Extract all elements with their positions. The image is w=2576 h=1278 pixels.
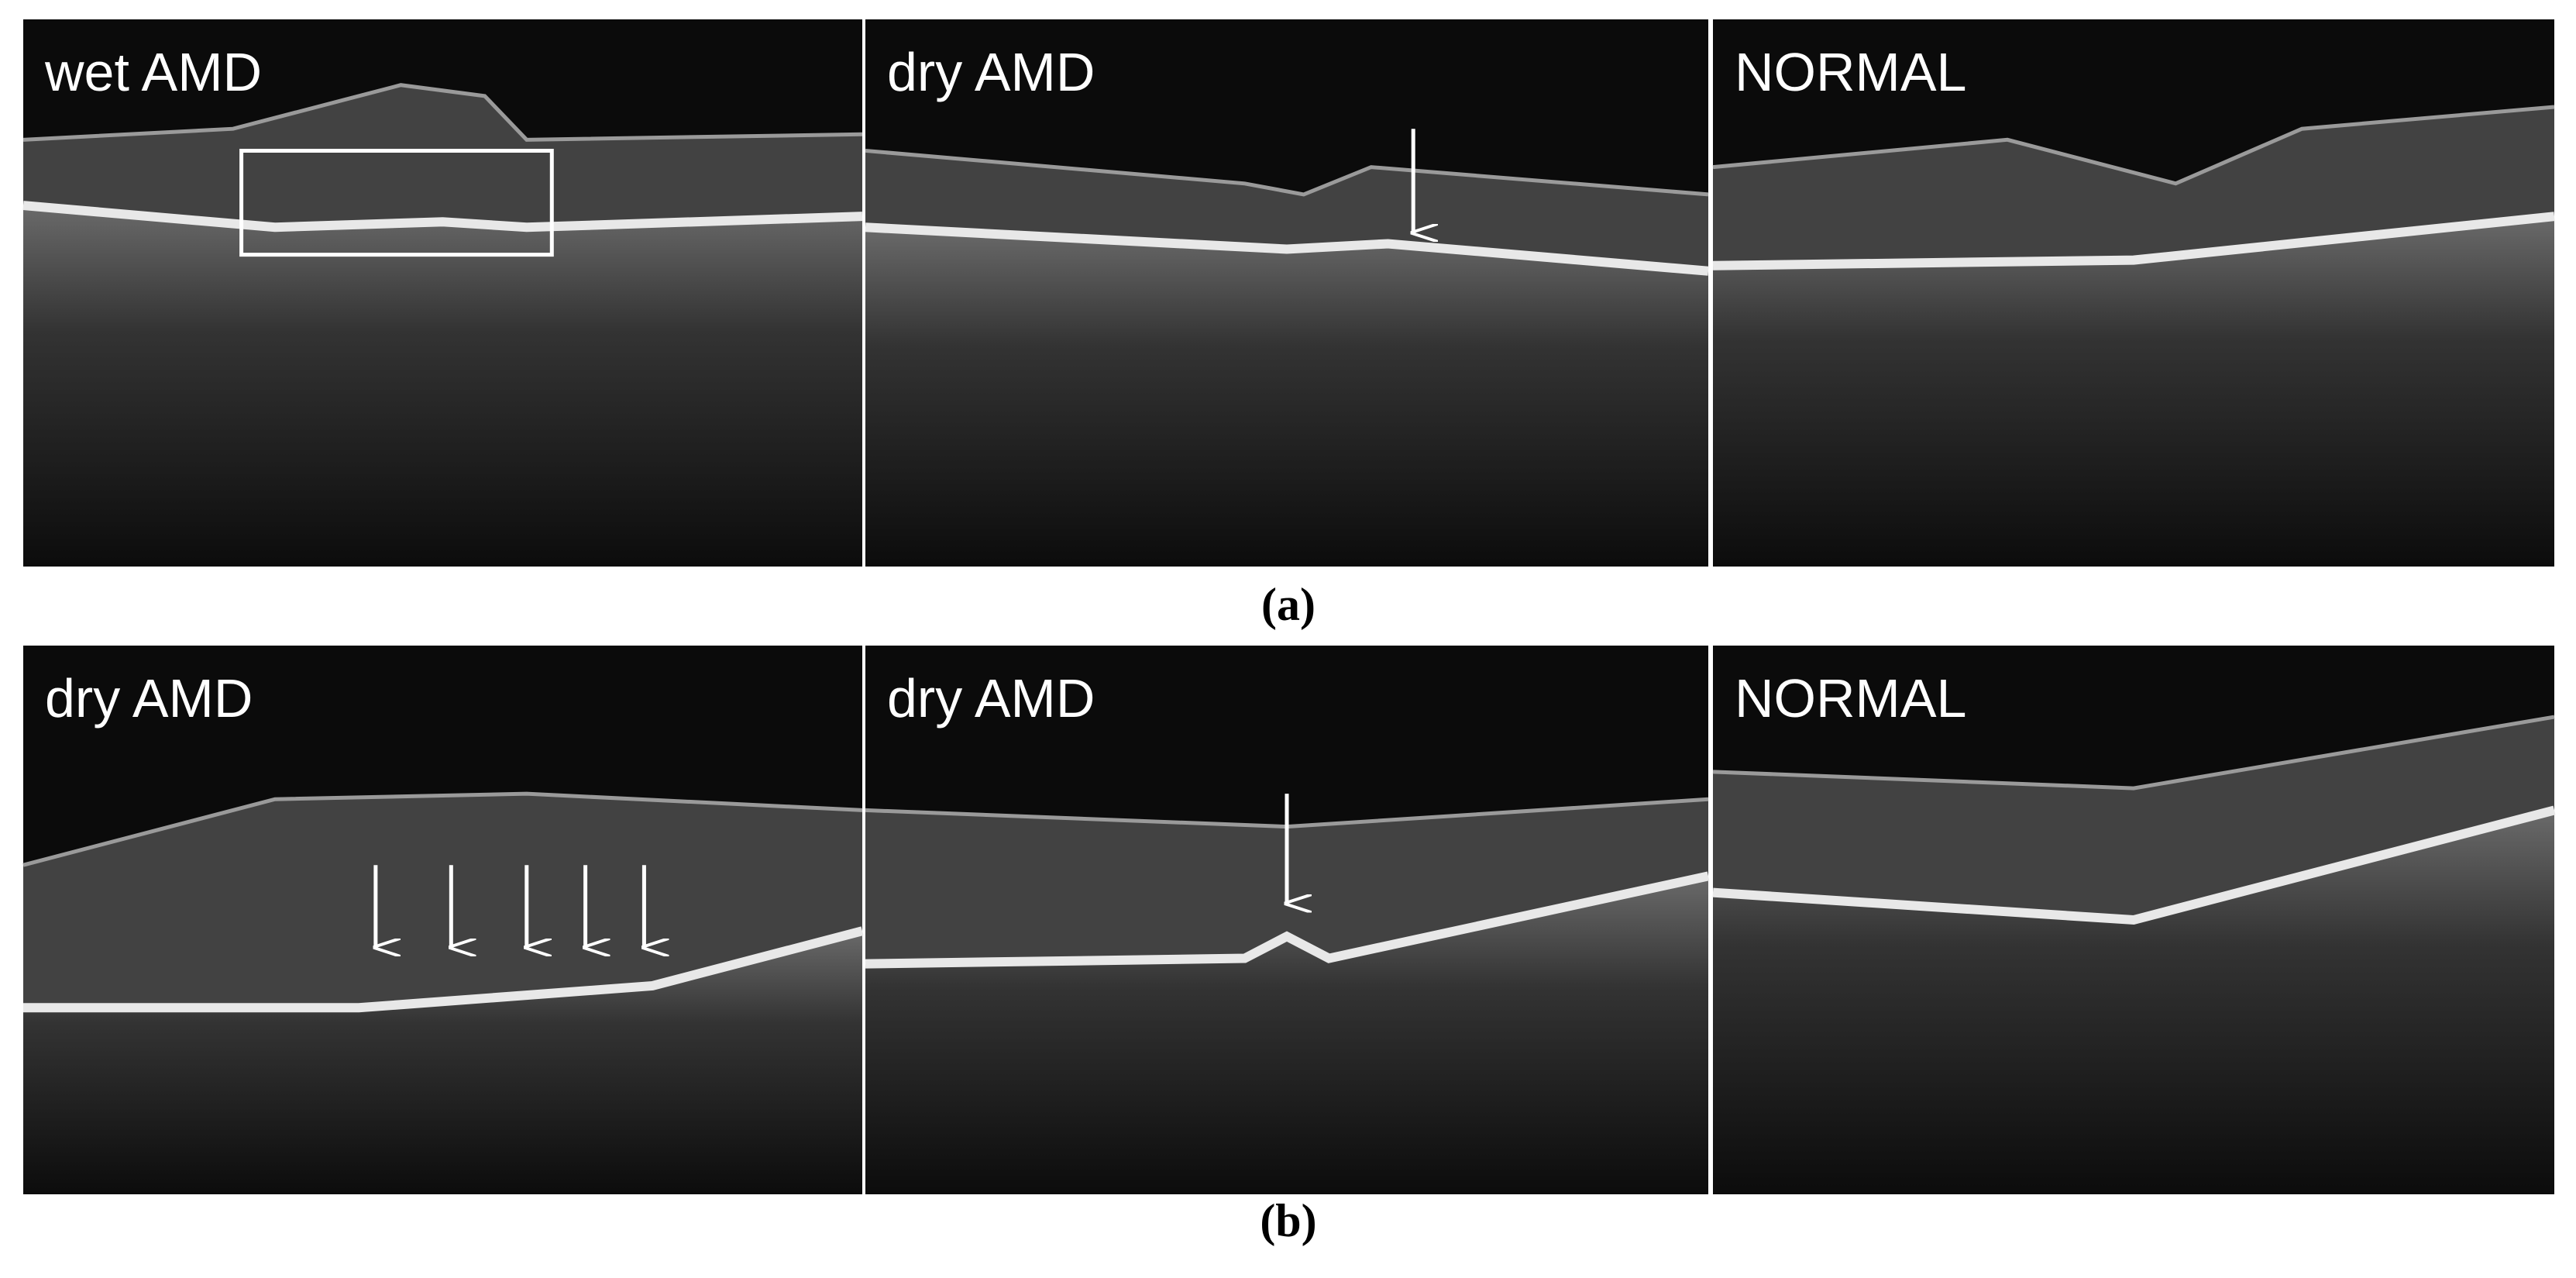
panel-caption: (a): [1261, 579, 1316, 630]
panel-label: dry AMD: [887, 42, 1095, 102]
panel-label: dry AMD: [887, 668, 1095, 729]
panel-label: wet AMD: [44, 42, 262, 102]
oct-scan: NORMAL: [1712, 19, 2555, 567]
oct-scan: dry AMD: [0, 646, 2576, 1194]
inner-surface: [1712, 715, 2555, 791]
oct-scan: dry AMD: [0, 19, 2576, 567]
choroid: [865, 227, 1708, 567]
panel-label: NORMAL: [1735, 42, 1966, 102]
panel-label: dry AMD: [45, 668, 253, 729]
panel-caption: (b): [1260, 1195, 1316, 1246]
oct-scan: dry AMD: [0, 646, 2576, 1194]
oct-scan: wet AMD: [23, 19, 862, 567]
choroid: [1713, 216, 2554, 567]
panel-label: NORMAL: [1735, 668, 1966, 729]
oct-scan: NORMAL: [1712, 646, 2556, 1194]
rpe-band: [1712, 805, 2556, 925]
choroid: [23, 205, 862, 567]
retina-layer: [1713, 717, 2554, 920]
